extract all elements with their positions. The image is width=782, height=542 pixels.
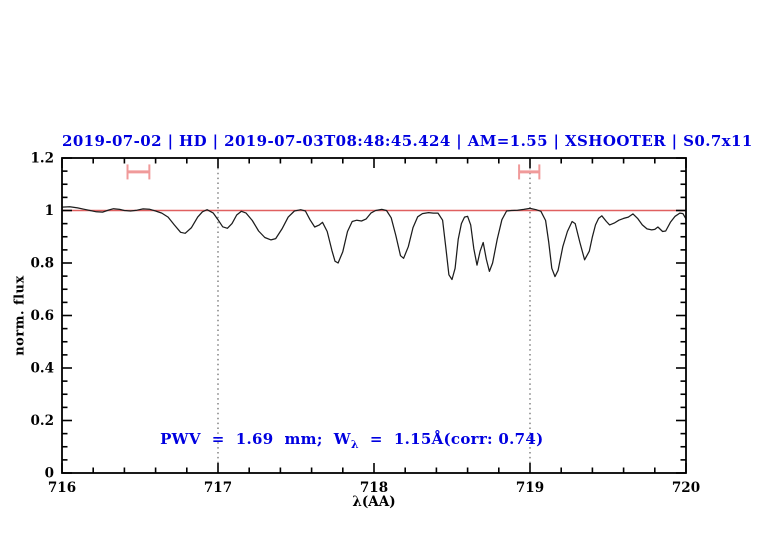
- pwv-annotation-prefix: PWV = 1.69 mm; W: [160, 430, 351, 448]
- x-tick-label: 718: [360, 480, 388, 496]
- x-tick-label: 717: [204, 480, 232, 496]
- pwv-annotation-suffix: = 1.15Å(corr: 0.74): [358, 430, 544, 448]
- y-tick-label: 0.2: [31, 413, 55, 429]
- y-axis-label: norm. flux: [12, 275, 28, 356]
- y-tick-label: 0.8: [31, 256, 55, 272]
- pwv-annotation-subscript: λ: [350, 438, 359, 451]
- y-tick-label: 1.2: [31, 151, 55, 167]
- y-tick-label: 0.6: [31, 308, 55, 324]
- y-tick-label: 0.4: [31, 361, 55, 377]
- x-tick-label: 720: [672, 480, 700, 496]
- y-tick-label: 0: [45, 466, 54, 482]
- x-tick-label: 716: [48, 480, 76, 496]
- y-tick-label: 1: [45, 203, 54, 219]
- pwv-annotation: PWV = 1.69 mm; Wλ = 1.15Å(corr: 0.74): [138, 412, 544, 469]
- x-tick-label: 719: [516, 480, 544, 496]
- x-axis-label: λ(AA): [352, 494, 396, 510]
- spectrum-curve: [61, 206, 687, 281]
